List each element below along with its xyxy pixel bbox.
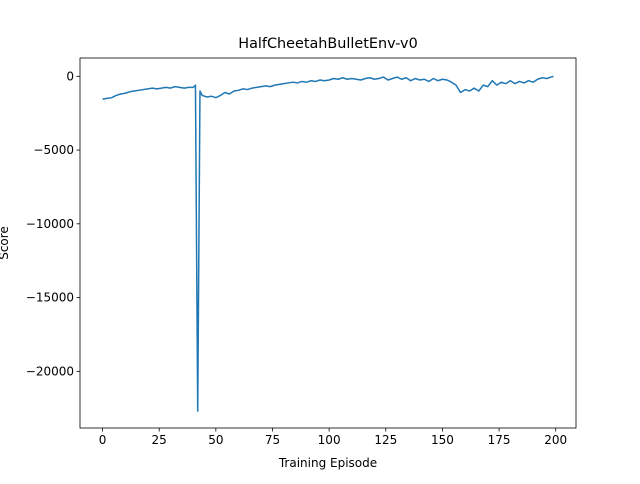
x-tick-label: 200 bbox=[544, 433, 567, 447]
x-tick-label: 75 bbox=[265, 433, 280, 447]
line-series bbox=[102, 75, 554, 412]
y-axis-label: Score bbox=[0, 226, 11, 260]
x-tick-label: 100 bbox=[318, 433, 341, 447]
axes-frame bbox=[79, 57, 577, 429]
x-tick-label: 125 bbox=[374, 433, 397, 447]
y-tick-label: −20000 bbox=[26, 364, 74, 378]
x-tick-label: 150 bbox=[431, 433, 454, 447]
y-tick-label: −15000 bbox=[26, 291, 74, 305]
x-tick-label: 50 bbox=[208, 433, 223, 447]
chart-title: HalfCheetahBulletEnv-v0 bbox=[238, 36, 417, 52]
x-tick-label: 0 bbox=[99, 433, 107, 447]
y-tick-label: −5000 bbox=[33, 143, 74, 157]
x-axis-label: Training Episode bbox=[278, 456, 377, 470]
y-tick-label: −10000 bbox=[26, 217, 74, 231]
x-tick-label: 25 bbox=[152, 433, 167, 447]
y-tick-label: 0 bbox=[66, 69, 74, 83]
x-tick-label: 175 bbox=[488, 433, 511, 447]
